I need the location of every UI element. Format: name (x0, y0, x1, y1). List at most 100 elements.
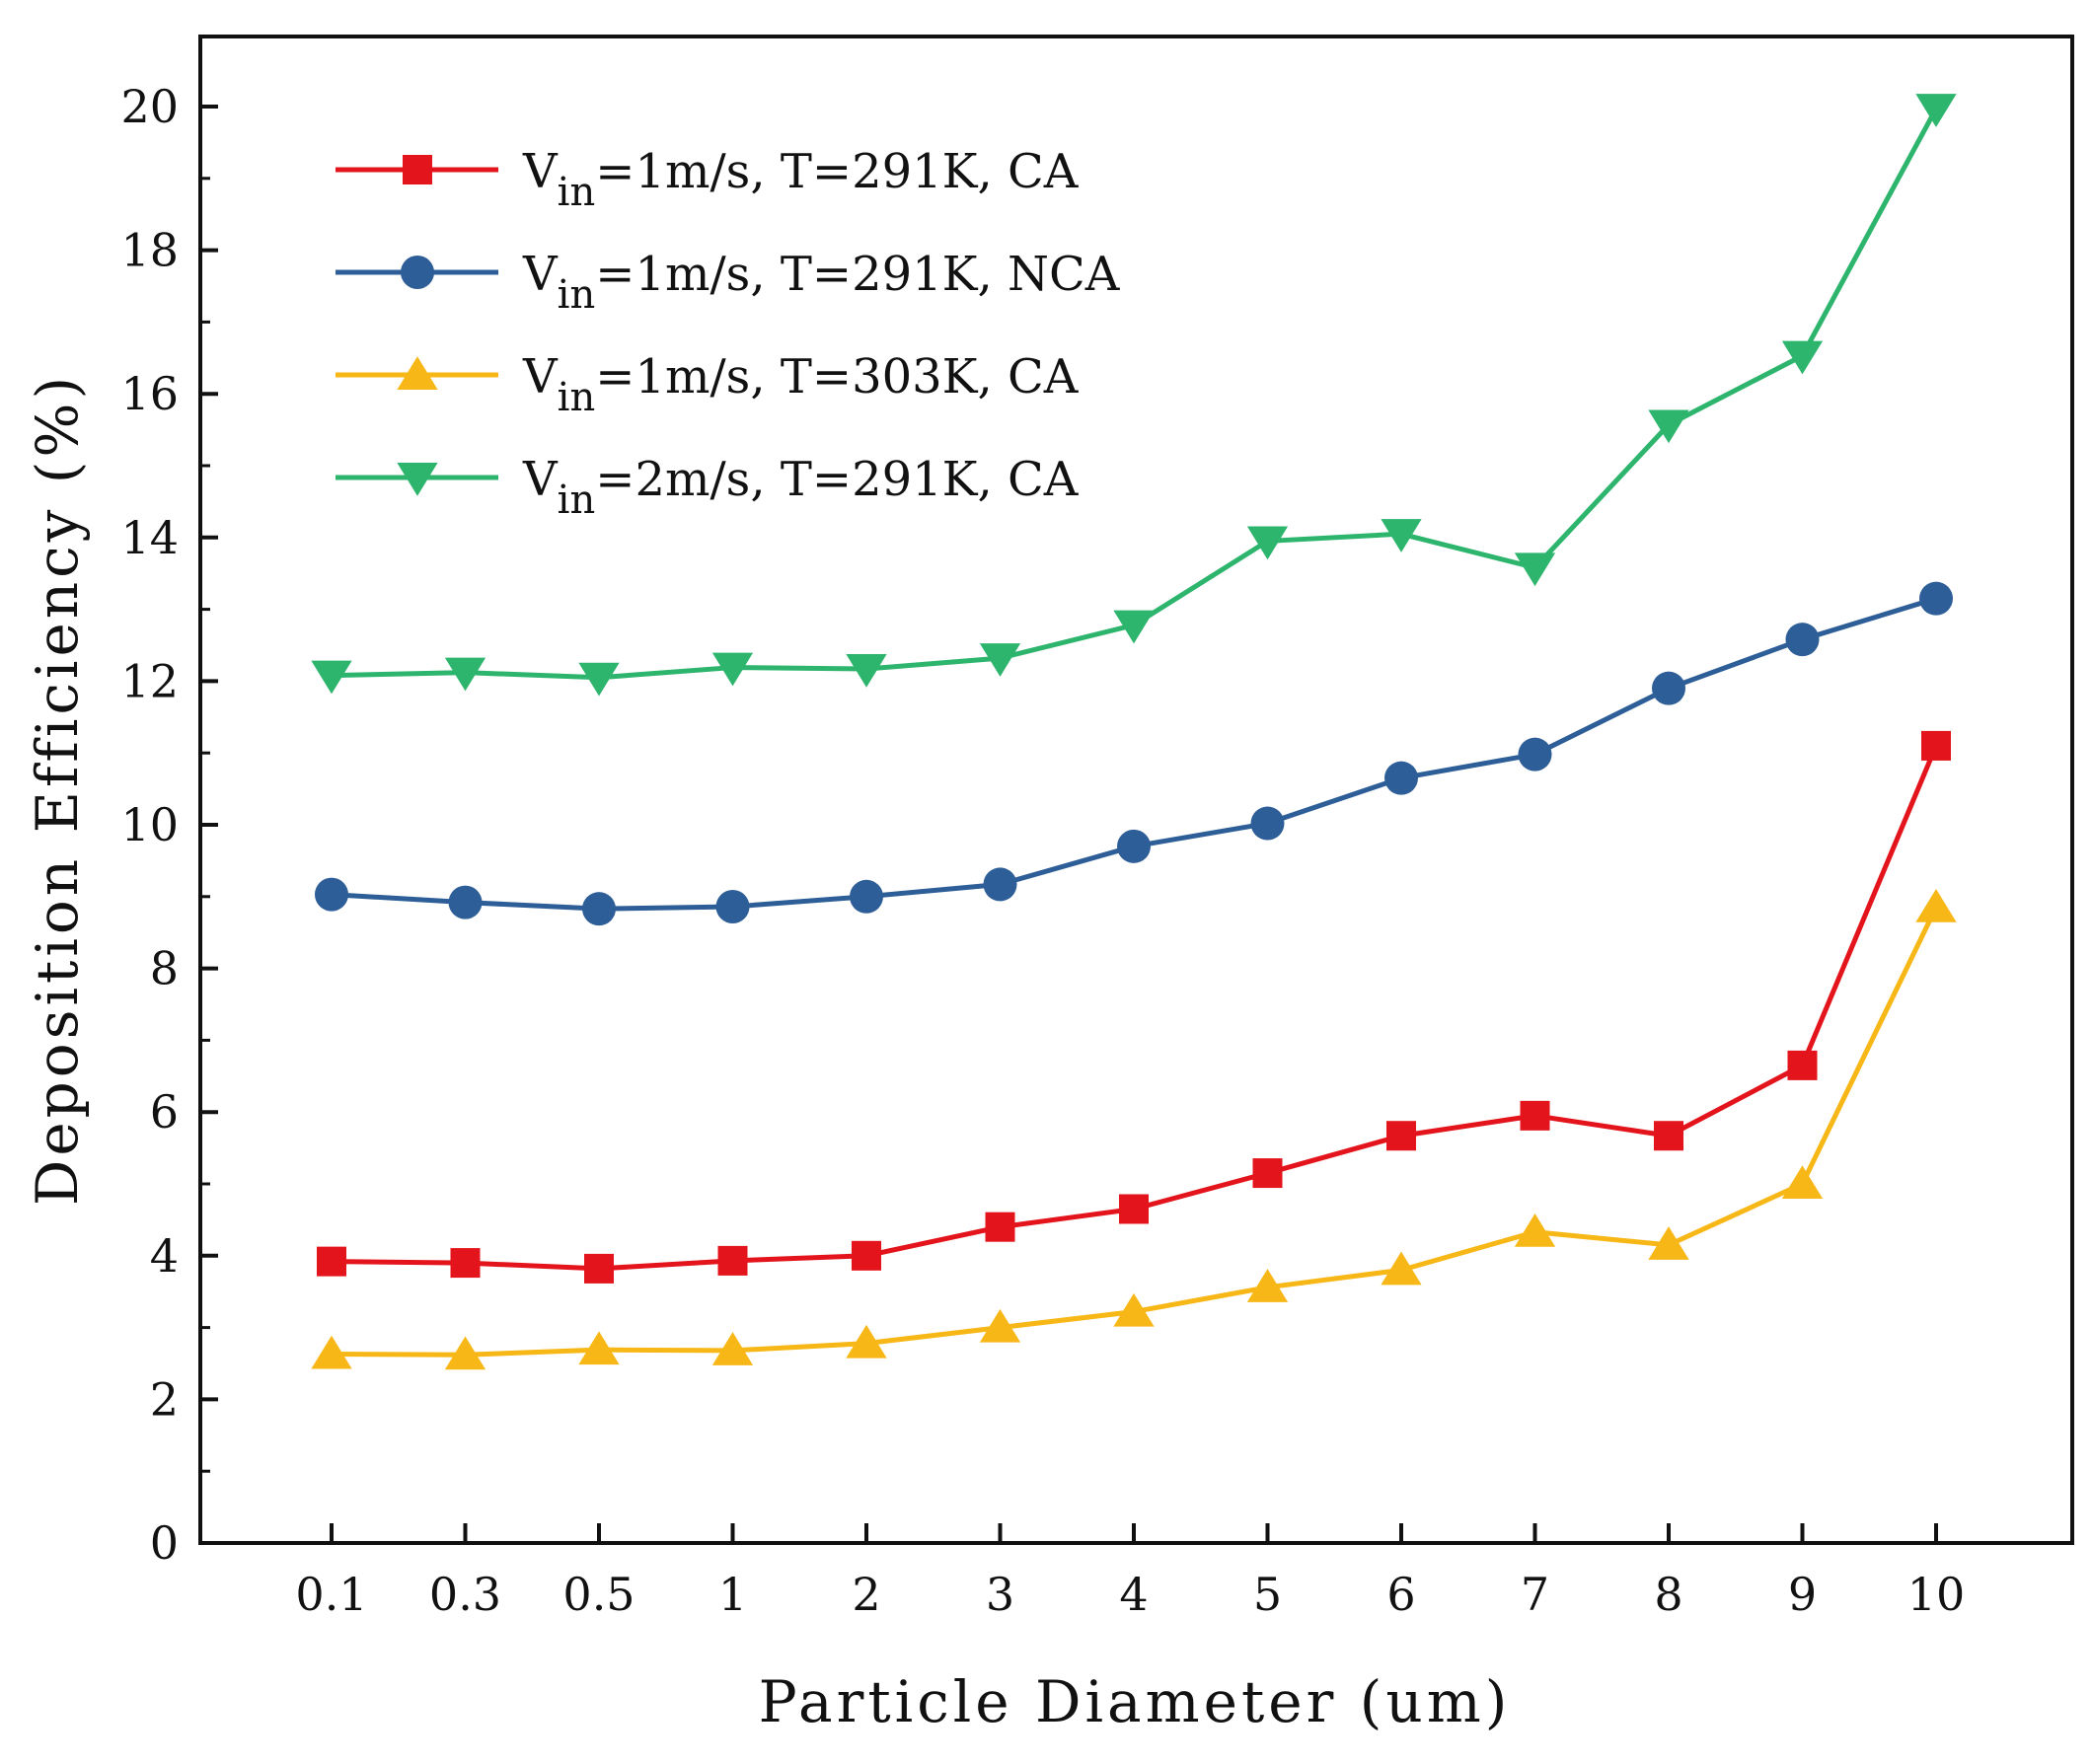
data-point (1386, 1121, 1416, 1151)
legend-item: Vin=1m/s, T=291K, CA (336, 144, 1080, 215)
y-axis-title: Deposition Efficiency (%) (24, 373, 91, 1206)
y-tick-label: 12 (120, 654, 179, 707)
x-tick-label: 7 (1521, 1568, 1549, 1621)
data-point (846, 654, 887, 688)
x-tick-label: 0.1 (295, 1568, 367, 1621)
legend-item: Vin=1m/s, T=303K, CA (336, 349, 1080, 420)
legend-marker (397, 356, 438, 390)
series-line (331, 906, 1939, 1358)
series-line (331, 744, 1939, 1272)
legend-marker (397, 463, 438, 496)
data-point (985, 1212, 1015, 1242)
legend-label: Vin=1m/s, T=291K, CA (522, 144, 1080, 215)
legend-marker (403, 155, 432, 184)
legend-label: Vin=1m/s, T=291K, NCA (522, 247, 1121, 318)
legend-label: Vin=1m/s, T=303K, CA (522, 349, 1080, 420)
data-point (1119, 1194, 1149, 1224)
data-point (584, 1253, 614, 1284)
x-tick-label: 9 (1788, 1568, 1817, 1621)
legend-item: Vin=1m/s, T=291K, NCA (336, 247, 1121, 318)
data-point (1381, 519, 1422, 552)
data-point (1246, 526, 1289, 560)
x-tick-label: 4 (1119, 1568, 1148, 1621)
data-point (1919, 581, 1953, 616)
y-tick-label: 10 (120, 798, 179, 851)
series-4 (311, 94, 1957, 697)
x-tick-label: 5 (1253, 1568, 1282, 1621)
data-point (1921, 730, 1951, 761)
data-point (711, 1332, 754, 1365)
x-axis: 0.1 0.3 0.5 1 2 3 4 5 6 7 8 9 10 (295, 1523, 1965, 1621)
data-point (1514, 552, 1556, 587)
y-tick-label: 14 (120, 511, 179, 564)
data-point (1117, 829, 1151, 863)
data-point (582, 892, 616, 926)
y-tick-label: 16 (120, 367, 179, 420)
data-point (1113, 610, 1155, 644)
data-point (1654, 1121, 1683, 1151)
data-point (444, 1336, 486, 1370)
data-point (311, 1335, 352, 1369)
x-tick-label: 8 (1654, 1568, 1682, 1621)
series-3 (311, 888, 1957, 1370)
data-point (711, 652, 754, 687)
x-axis-title: Particle Diameter (um) (759, 1668, 1512, 1735)
data-point (1915, 94, 1957, 127)
y-tick-label: 2 (150, 1372, 179, 1426)
y-axis: 0 2 4 6 8 10 12 14 16 18 20 (120, 80, 218, 1570)
data-point (979, 1308, 1021, 1343)
data-point (1518, 737, 1552, 772)
x-tick-label: 6 (1386, 1568, 1415, 1621)
data-point (1384, 761, 1418, 795)
data-point (1787, 1050, 1818, 1080)
legend-item: Vin=2m/s, T=291K, CA (336, 452, 1080, 523)
y-tick-label: 4 (150, 1229, 179, 1283)
data-point (979, 643, 1021, 677)
data-point (1252, 1158, 1283, 1189)
x-tick-label: 2 (852, 1568, 880, 1621)
data-point (1781, 340, 1824, 375)
data-point (1781, 1165, 1824, 1199)
data-point (578, 1331, 620, 1365)
y-tick-label: 6 (150, 1085, 179, 1139)
y-tick-label: 0 (150, 1516, 179, 1570)
data-point (1915, 888, 1957, 922)
data-point (1250, 806, 1285, 841)
y-tick-label: 8 (150, 942, 179, 995)
data-point (717, 1245, 748, 1276)
data-point (315, 877, 348, 912)
plot-frame (198, 35, 2074, 1545)
data-point (1648, 409, 1689, 444)
data-point (983, 867, 1017, 902)
data-point (448, 885, 483, 919)
data-point (1246, 1269, 1289, 1302)
x-tick-label: 0.3 (429, 1568, 501, 1621)
data-point (1785, 623, 1820, 657)
series-2 (315, 581, 1953, 926)
data-point (578, 662, 620, 697)
x-tick-label: 3 (986, 1568, 1014, 1621)
legend-marker (401, 256, 434, 289)
data-point (715, 889, 750, 923)
data-point (1648, 1226, 1689, 1260)
data-point (1514, 1213, 1556, 1247)
y-tick-label: 20 (120, 80, 179, 133)
x-tick-label: 0.5 (562, 1568, 635, 1621)
series-layer (311, 94, 1957, 1370)
data-point (1113, 1292, 1155, 1327)
data-point (1520, 1100, 1550, 1131)
data-point (444, 657, 486, 692)
data-point (850, 879, 883, 914)
data-point (846, 1324, 887, 1359)
x-tick-label: 10 (1907, 1568, 1966, 1621)
x-tick-label: 1 (718, 1568, 747, 1621)
data-point (450, 1248, 481, 1279)
data-point (852, 1240, 881, 1271)
series-1 (317, 730, 1951, 1284)
legend: Vin=1m/s, T=291K, CA Vin=1m/s, T=291K, NC… (336, 144, 1121, 523)
legend-label: Vin=2m/s, T=291K, CA (522, 452, 1080, 523)
data-point (311, 660, 352, 695)
data-point (317, 1246, 346, 1277)
